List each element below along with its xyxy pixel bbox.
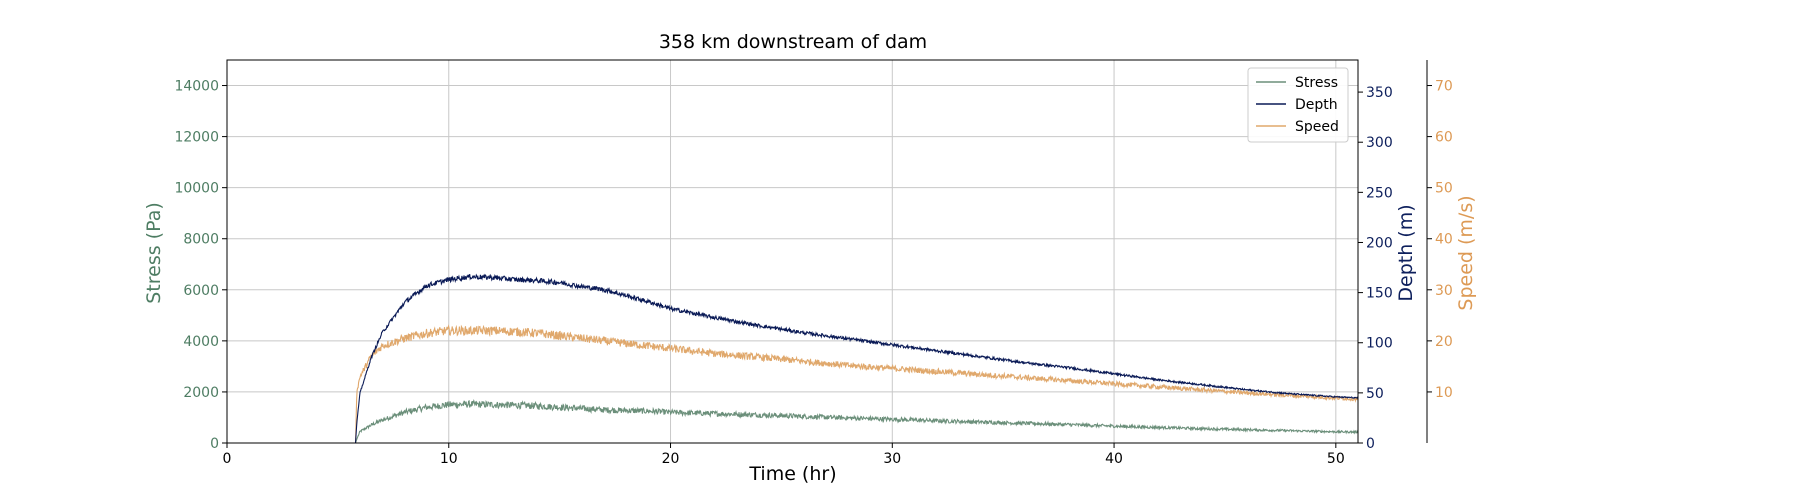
speed-tick-label: 20	[1435, 334, 1453, 350]
series-layer	[227, 273, 1359, 444]
stress-tick-label: 8000	[183, 232, 219, 248]
depth-tick-label: 0	[1366, 436, 1375, 452]
legend: Stress Depth Speed	[1247, 67, 1349, 143]
stress-tick-label: 6000	[183, 283, 219, 299]
stress-tick-label: 2000	[183, 385, 219, 401]
depth-tick-label: 50	[1366, 386, 1384, 402]
stress-tick-label: 0	[210, 436, 219, 452]
x-tick-label: 0	[223, 451, 232, 467]
depth-tick-label: 350	[1366, 85, 1393, 101]
depth-tick-label: 300	[1366, 135, 1393, 151]
legend-label-stress: Stress	[1295, 75, 1338, 91]
speed-tick-label: 60	[1435, 130, 1453, 146]
legend-label-speed: Speed	[1295, 119, 1339, 135]
stress-tick-label: 4000	[183, 334, 219, 350]
x-tick-label: 50	[1327, 451, 1345, 467]
speed-axis-label: Speed (m/s)	[1455, 195, 1477, 310]
speed-tick-label: 40	[1435, 232, 1453, 248]
series-line-depth	[227, 273, 1358, 444]
chart-title: 358 km downstream of dam	[659, 31, 927, 53]
depth-axis-label: Depth (m)	[1395, 204, 1417, 301]
speed-tick-label: 70	[1435, 79, 1453, 95]
x-tick-label: 30	[883, 451, 901, 467]
x-tick-label: 10	[440, 451, 458, 467]
series-line-stress	[227, 399, 1359, 444]
legend-box	[1247, 67, 1349, 143]
stress-tick-label: 10000	[174, 181, 219, 197]
speed-tick-label: 30	[1435, 283, 1453, 299]
x-tick-label: 40	[1105, 451, 1123, 467]
x-axis-label: Time (hr)	[748, 463, 836, 485]
depth-tick-label: 250	[1366, 185, 1393, 201]
speed-tick-label: 50	[1435, 181, 1453, 197]
depth-tick-label: 100	[1366, 336, 1393, 352]
plot-frame	[226, 59, 1359, 444]
series-line-speed	[227, 324, 1359, 444]
stress-tick-label: 12000	[174, 130, 219, 146]
legend-label-depth: Depth	[1295, 97, 1338, 113]
grid	[227, 60, 1358, 443]
stress-axis-label: Stress (Pa)	[143, 202, 165, 304]
depth-tick-label: 150	[1366, 286, 1393, 302]
speed-tick-label: 10	[1435, 385, 1453, 401]
depth-tick-label: 200	[1366, 235, 1393, 251]
x-tick-label: 20	[662, 451, 680, 467]
stress-tick-label: 14000	[174, 79, 219, 95]
axes-layer: 0 10 20 30 40 5002000400060008000100001200014…	[174, 59, 1453, 467]
